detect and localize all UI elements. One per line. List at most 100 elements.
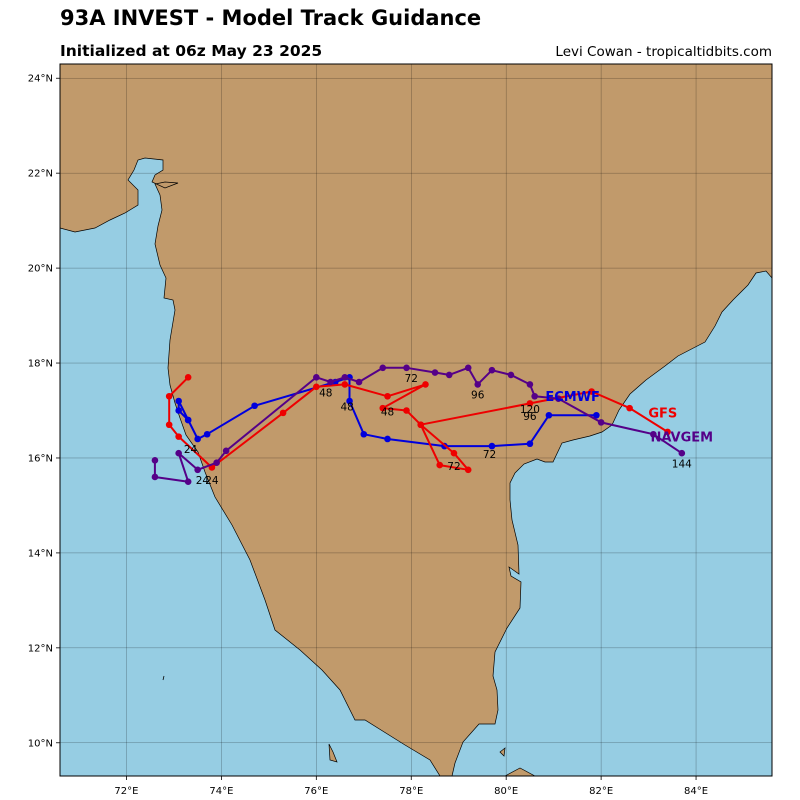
ecmwf-forecast-hour-label: 72 [483, 449, 496, 461]
navgem-track-point [151, 473, 159, 481]
navgem-track-point [313, 373, 320, 381]
navgem-track-point [597, 419, 605, 426]
lat-tick-label: 22°N [28, 169, 53, 180]
gfs-forecast-hour-label: 72 [447, 461, 460, 473]
lat-tick-label: 20°N [28, 264, 53, 275]
ecmwf-track-point [194, 435, 201, 443]
navgem-track-point [379, 364, 387, 372]
navgem-forecast-hour-label: 144 [672, 458, 692, 470]
lat-tick-label: 10°N [28, 738, 53, 749]
navgem-track-point [222, 447, 230, 455]
ecmwf-forecast-hour-label: 24 [184, 444, 198, 456]
track-labels: 24 48 72 ECMWF 24 48 72 120 GFS 24 48 72 96 96 144 NAVG… [184, 373, 713, 487]
gfs-track-point [626, 404, 633, 412]
gfs-forecast-hour-label: 48 [381, 406, 394, 418]
gfs-track-point [422, 381, 429, 388]
init-time-subtitle: Initialized at 06z May 23 2025 [60, 42, 323, 60]
lon-tick-label: 72°E [114, 786, 138, 797]
lon-tick-label: 80°E [494, 786, 518, 797]
gfs-track-point [175, 433, 182, 440]
ecmwf-track-point [593, 411, 600, 419]
navgem-track-point [650, 430, 657, 438]
navgem-forecast-hour-label: 96 [471, 390, 485, 402]
lat-lon-grid [60, 64, 772, 776]
navgem-track-point [431, 369, 439, 376]
navgem-track-point [175, 449, 182, 457]
lon-tick-label: 78°E [399, 786, 423, 797]
navgem-track-point [474, 381, 482, 388]
navgem-track-point [507, 371, 515, 379]
gfs-model-label: GFS [648, 407, 677, 422]
navgem-forecast-hour-label: 24 [196, 475, 210, 487]
lon-tick-label: 82°E [589, 786, 613, 797]
navgem-track-point [555, 395, 562, 402]
lat-tick-label: 12°N [28, 643, 53, 654]
sri-lanka-tip [504, 767, 536, 776]
ecmwf-model-label: ECMWF [545, 390, 600, 405]
navgem-track-point [445, 371, 453, 379]
gfs-track-point [165, 392, 173, 400]
gfs-track-point [526, 400, 534, 407]
axis-tick-labels: 24°N 22°N 20°N 18°N 16°N 14°N 12°N 10°N 72°E 74°E… [28, 74, 708, 797]
gfs-track-point [279, 409, 287, 417]
gfs-track-point [313, 383, 320, 391]
ecmwf-track-point [203, 430, 211, 438]
gfs-track-point [664, 428, 671, 436]
lat-tick-label: 24°N [28, 74, 53, 85]
lat-tick-label: 18°N [28, 359, 53, 370]
ecmwf-track-point [251, 402, 258, 410]
gfs-track-point [588, 388, 595, 395]
lon-tick-label: 74°E [209, 786, 233, 797]
model-tracks [151, 364, 686, 486]
navgem-track-point [341, 373, 349, 381]
ecmwf-track-point [175, 397, 182, 405]
gfs-track-point [464, 466, 472, 474]
ecmwf-track-point [184, 416, 192, 424]
lon-tick-label: 76°E [304, 786, 328, 797]
gfs-forecast-hour-label: 120 [520, 404, 540, 416]
navgem-track-point [355, 378, 363, 386]
map-title: 93A INVEST - Model Track Guidance [60, 6, 482, 30]
navgem-track-point [184, 478, 192, 486]
gfs-track-point [341, 381, 349, 388]
gfs-track-point [384, 392, 391, 400]
gfs-track-point [403, 407, 410, 414]
ecmwf-track-point [526, 440, 534, 448]
navgem-track-point [213, 459, 220, 467]
ecmwf-track-point [360, 430, 368, 438]
navgem-track-point [464, 364, 472, 372]
navgem-forecast-hour-label: 72 [405, 373, 418, 385]
ecmwf-track-point [545, 411, 553, 419]
gfs-track-point [436, 461, 444, 469]
gfs-track-point [165, 421, 173, 429]
ecmwf-forecast-hour-label: 48 [340, 402, 353, 414]
ecmwf-track-point [175, 407, 182, 414]
gfs-track-point [417, 421, 425, 429]
map-frame [59, 63, 773, 777]
navgem-track-point [151, 457, 159, 464]
lat-tick-label: 14°N [28, 548, 53, 559]
gfs-track-point [184, 373, 192, 381]
lon-tick-label: 84°E [684, 786, 708, 797]
credit-text: Levi Cowan - tropicaltidbits.com [555, 44, 772, 60]
coast-islet [162, 675, 165, 681]
navgem-track-point [531, 392, 538, 400]
navgem-track-point [488, 366, 496, 374]
lat-tick-label: 16°N [28, 453, 53, 464]
ecmwf-track-point [346, 397, 353, 405]
navgem-track-point [403, 364, 410, 372]
navgem-track-point [194, 466, 201, 474]
gfs-track-point [379, 404, 387, 412]
navgem-model-label: NAVGEM [651, 430, 714, 445]
navgem-track-point [526, 381, 534, 388]
coast-islet [328, 743, 338, 763]
navgem-forecast-hour-label: 96 [523, 411, 537, 423]
navgem-forecast-hour-label: 48 [319, 387, 332, 399]
coast-islet [499, 747, 506, 757]
navgem-track-point [327, 378, 334, 386]
ecmwf-track-point [488, 442, 496, 450]
navgem-track-point [678, 449, 686, 457]
gfs-forecast-hour-label: 24 [205, 475, 219, 487]
ecmwf-track-point [384, 435, 391, 443]
